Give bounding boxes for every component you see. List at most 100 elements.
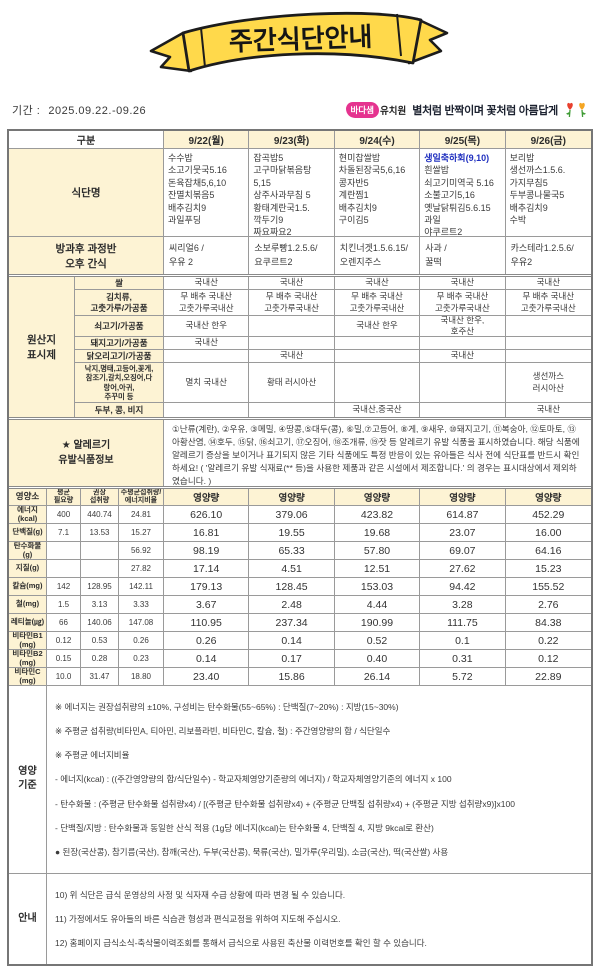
origin-cell: 무 배추 국내산 고춧가루국내산	[505, 290, 591, 316]
nutrition-cell: 64.16	[505, 542, 591, 560]
nutrition-cell	[47, 542, 81, 560]
nutrient-name: 비타민C (mg)	[9, 668, 47, 686]
nutrition-cell: 0.1	[420, 632, 506, 650]
nutrition-cell: 26.14	[334, 668, 421, 686]
nutrition-cell: 27.82	[119, 560, 164, 578]
nutrition-cell: 3.28	[420, 596, 506, 614]
origin-cell: 국내산	[505, 277, 591, 290]
origin-cell: 무 배추 국내산 고춧가루국내산	[420, 290, 506, 316]
nutrient-name: 에너지 (kcal)	[9, 506, 47, 524]
nutrition-cell	[47, 560, 81, 578]
origin-cell: 무 배추 국내산 고춧가루국내산	[334, 290, 421, 316]
menu-cell-thu: 생일축하회(9,10) 흰쌀밥 쇠고기미역국 5.16 소불고기5,16 옛날닭튀…	[420, 149, 506, 237]
origin-cell: 황태 러시아산	[249, 363, 335, 403]
origin-row-label-pork: 돼지고기/가공품	[75, 337, 164, 350]
logo-flower-icon: 바다샘	[345, 102, 380, 118]
allergy-section: ★ 알레르기 유발식품정보 ①난류(계란), ②우유, ③메밀, ④땅콩,⑤대두…	[9, 417, 591, 486]
nutrition-cell: 0.31	[420, 650, 506, 668]
nutrient-name: 지질(g)	[9, 560, 47, 578]
notice-label: 안내	[9, 873, 47, 965]
nutrition-cell: 0.15	[47, 650, 81, 668]
nutrition-cell: 2.76	[505, 596, 591, 614]
nutrient-name: 레티놀(㎍)	[9, 614, 47, 632]
amount-col-header: 영양량	[249, 489, 335, 506]
nutrient-name: 단백질(g)	[9, 524, 47, 542]
nutrition-cell: 0.23	[119, 650, 164, 668]
nutrition-cell: 128.95	[81, 578, 119, 596]
origin-cell: 국내산 한우	[334, 316, 421, 337]
meta-row: 기간 : 2025.09.22.-09.26 바다샘 유치원 별처럼 반짝이며 꽃…	[0, 97, 600, 121]
origin-cell	[420, 403, 506, 417]
origin-cell: 생선까스 러시아산	[505, 363, 591, 403]
nutrient-col-header: 영양소	[9, 489, 47, 506]
origin-cell: 국내산	[164, 337, 250, 350]
origin-cell: 국내산	[249, 350, 335, 363]
snack-cell-mon: 씨리얼6 / 우유 2	[164, 237, 250, 274]
nutrition-cell: 4.51	[249, 560, 335, 578]
standards-line: - 에너지(kcal) : ((주간영양량의 합/식단일수) - 학교자체영양기…	[55, 774, 452, 785]
origin-cell	[505, 316, 591, 337]
nutrition-cell: 179.13	[164, 578, 250, 596]
nutrition-cell: 2.48	[249, 596, 335, 614]
origin-section: 원산지 표시제 쌀 국내산 국내산 국내산 국내산 국내산 김치류, 고춧가루/…	[9, 274, 591, 417]
period-label: 기간 :	[12, 105, 41, 117]
standards-line: ※ 에너지는 권장섭취량의 ±10%, 구성비는 탄수화물(55~65%) : …	[55, 702, 399, 713]
day-header-wed: 9/24(수)	[334, 131, 421, 149]
snack-cell-thu: 사과 / 꿀떡	[420, 237, 506, 274]
nutrition-cell: 23.40	[164, 668, 250, 686]
nutrition-cell: 1.5	[47, 596, 81, 614]
nutrition-cell: 66	[47, 614, 81, 632]
origin-row-label-beef: 쇠고기/가공품	[75, 316, 164, 337]
brand: 바다샘 유치원 별처럼 반짝이며 꽃처럼 아름답게	[345, 102, 590, 118]
period-value: 2025.09.22.-09.26	[48, 105, 147, 117]
origin-cell: 국내산 한우, 호주산	[420, 316, 506, 337]
origin-cell	[164, 350, 250, 363]
nutrition-cell: 22.89	[505, 668, 591, 686]
menu-cell-mon: 수수밥 소고기뭇국5.16 돈육잡채5,6,10 잔멸치볶음5 배추김치9 과일…	[164, 149, 250, 237]
origin-row-label-poultry: 닭오리고기/가공품	[75, 350, 164, 363]
allergy-label: ★ 알레르기 유발식품정보	[9, 420, 164, 486]
nutrition-cell: 3.67	[164, 596, 250, 614]
corner-header: 구분	[9, 131, 164, 149]
standards-section: 영양 기준 ※ 에너지는 권장섭취량의 ±10%, 구성비는 탄수화물(55~6…	[9, 686, 591, 874]
origin-row-label-kimchi: 김치류, 고춧가루/가공품	[75, 290, 164, 316]
nutrition-cell: 19.55	[249, 524, 335, 542]
nutrition-cell: 0.40	[334, 650, 421, 668]
day-header-tue: 9/23(화)	[249, 131, 335, 149]
nutrition-cell: 0.53	[81, 632, 119, 650]
banner-title: 주간식단안내	[228, 22, 372, 57]
nutrition-cell	[81, 560, 119, 578]
nutrition-cell: 142	[47, 578, 81, 596]
menu-thu-items: 흰쌀밥 쇠고기미역국 5.16 소불고기5,16 옛날닭튀김5.6.15 과일 …	[424, 165, 494, 237]
nutrient-name: 칼슘(mg)	[9, 578, 47, 596]
day-header-thu: 9/25(목)	[420, 131, 506, 149]
nutrition-cell: 13.53	[81, 524, 119, 542]
origin-cell: 국내산	[420, 277, 506, 290]
nutrition-cell: 10.0	[47, 668, 81, 686]
nutrition-cell: 423.82	[334, 506, 421, 524]
nutrition-cell: 440.74	[81, 506, 119, 524]
kindergarten-logo: 바다샘 유치원	[345, 102, 407, 118]
nutrition-cell: 84.38	[505, 614, 591, 632]
nutrition-cell: 0.12	[505, 650, 591, 668]
slogan-text: 별처럼 반짝이며 꽃처럼 아름답게	[412, 105, 558, 117]
origin-cell	[164, 403, 250, 417]
origin-cell: 국내산	[420, 350, 506, 363]
nutrient-name: 비타민B2 (mg)	[9, 650, 47, 668]
nutrition-cell: 19.68	[334, 524, 421, 542]
amount-col-header: 영양량	[334, 489, 421, 506]
nutrition-cell	[81, 542, 119, 560]
nutrition-cell: 3.33	[119, 596, 164, 614]
nutrition-cell: 400	[47, 506, 81, 524]
notice-line: 12) 홈페이지 급식소식-축삭물이력조회를 통해서 급식으로 사용된 축산물 …	[55, 938, 427, 949]
origin-cell: 멸치 국내산	[164, 363, 250, 403]
amount-col-header: 영양량	[164, 489, 250, 506]
standards-line: ※ 주평균 에너지비율	[55, 750, 130, 761]
nutrition-cell: 111.75	[420, 614, 506, 632]
logo-suffix: 유치원	[380, 106, 407, 117]
nutrition-cell: 614.87	[420, 506, 506, 524]
amount-col-header: 영양량	[420, 489, 506, 506]
nutrition-cell: 24.81	[119, 506, 164, 524]
origin-cell: 국내산	[249, 277, 335, 290]
nutrition-cell: 626.10	[164, 506, 250, 524]
